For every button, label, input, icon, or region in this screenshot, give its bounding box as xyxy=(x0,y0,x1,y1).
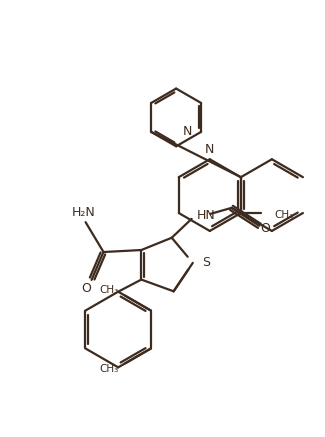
Text: CH₃: CH₃ xyxy=(100,284,119,295)
Text: HN: HN xyxy=(197,209,215,222)
Text: CH₃: CH₃ xyxy=(275,210,294,220)
Text: N: N xyxy=(205,143,214,156)
Text: O: O xyxy=(82,282,92,295)
Text: N: N xyxy=(183,125,192,139)
Text: H₂N: H₂N xyxy=(72,206,96,218)
Text: CH₃: CH₃ xyxy=(100,364,119,375)
Text: S: S xyxy=(202,257,210,269)
Text: O: O xyxy=(260,222,270,235)
